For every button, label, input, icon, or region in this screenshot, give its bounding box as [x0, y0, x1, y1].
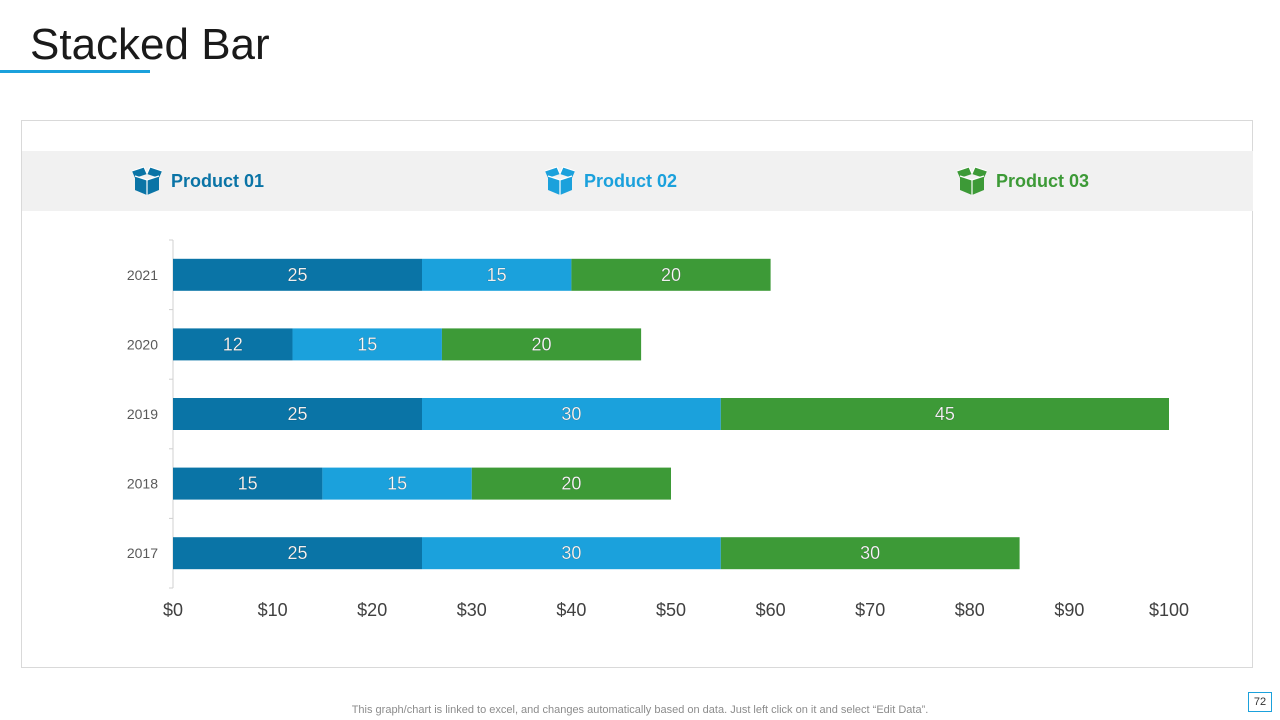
data-label: 15	[238, 474, 258, 494]
bar-segment[interactable]	[173, 537, 422, 570]
legend-item-product-03[interactable]: Product 03	[956, 166, 1089, 196]
bar-segment[interactable]	[322, 467, 472, 500]
x-tick-label: $50	[656, 600, 686, 620]
bar-segment[interactable]	[422, 258, 572, 291]
x-tick-label: $10	[258, 600, 288, 620]
legend-item-product-02[interactable]: Product 02	[544, 166, 677, 196]
bar-segment[interactable]	[422, 398, 721, 430]
data-label: 25	[287, 265, 307, 285]
x-tick-label: $0	[163, 600, 183, 620]
data-label: 30	[860, 543, 880, 563]
bar-segment[interactable]	[173, 467, 323, 500]
legend-label: Product 01	[171, 170, 265, 191]
bar-segment[interactable]	[471, 467, 671, 500]
x-tick-label: $60	[756, 600, 786, 620]
data-label: 20	[532, 334, 552, 354]
open-box-icon	[956, 166, 988, 196]
bar-segment[interactable]	[422, 537, 721, 570]
data-label: 12	[223, 334, 243, 354]
bar-segment[interactable]	[173, 328, 293, 361]
data-label: 15	[387, 474, 407, 494]
category-label: 2021	[127, 267, 158, 283]
data-label: 25	[287, 543, 307, 563]
bar-segment[interactable]	[441, 328, 642, 361]
data-label: 15	[357, 334, 377, 354]
data-label: 30	[561, 543, 581, 563]
bar-segment[interactable]	[720, 537, 1020, 570]
x-tick-label: $70	[855, 600, 885, 620]
slide-title: Stacked Bar	[30, 20, 270, 69]
footer-note: This graph/chart is linked to excel, and…	[351, 704, 929, 716]
legend-label: Product 03	[996, 170, 1090, 191]
category-label: 2020	[127, 336, 158, 352]
data-label: 30	[561, 404, 581, 424]
x-tick-label: $20	[357, 600, 387, 620]
category-label: 2018	[127, 476, 158, 492]
x-tick-label: $40	[556, 600, 586, 620]
data-label: 25	[287, 404, 307, 424]
x-tick-label: $30	[457, 600, 487, 620]
open-box-icon	[131, 166, 163, 196]
data-label: 20	[661, 265, 681, 285]
category-label: 2019	[127, 406, 158, 422]
data-label: 45	[935, 404, 955, 424]
bar-segment[interactable]	[173, 258, 422, 291]
bar-segment[interactable]	[173, 398, 422, 430]
legend-band	[22, 151, 1253, 211]
open-box-icon	[544, 166, 576, 196]
bar-segment[interactable]	[571, 258, 771, 291]
x-tick-label: $80	[955, 600, 985, 620]
category-label: 2017	[127, 545, 158, 561]
legend-label: Product 02	[584, 170, 678, 191]
bar-segment[interactable]	[292, 328, 442, 361]
data-label: 15	[487, 265, 507, 285]
legend-item-product-01[interactable]: Product 01	[131, 166, 264, 196]
data-label: 20	[561, 474, 581, 494]
x-tick-label: $90	[1054, 600, 1084, 620]
title-underline	[0, 70, 150, 73]
page-number: 72	[1248, 692, 1272, 712]
chart-panel[interactable]	[21, 120, 1253, 668]
bar-segment[interactable]	[720, 398, 1169, 430]
x-tick-label: $100	[1149, 600, 1189, 620]
